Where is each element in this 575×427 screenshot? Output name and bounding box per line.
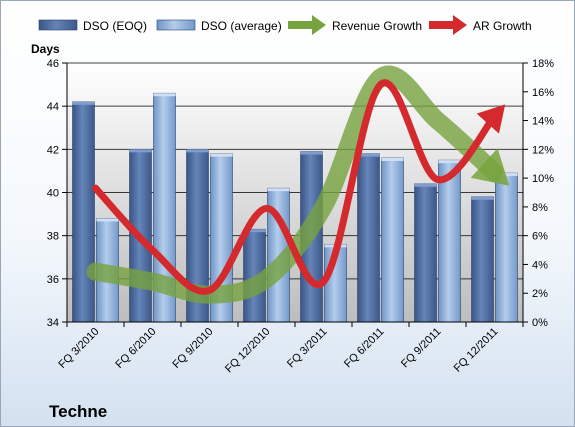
chart-title: Techne [49, 402, 107, 421]
legend-entry: DSO (average) [156, 19, 282, 33]
bar-top [96, 218, 119, 222]
bar-top [300, 151, 323, 155]
y2-tick-label: 12% [532, 144, 554, 156]
bar-top [471, 196, 494, 200]
legend-arrow [429, 15, 467, 35]
bar-top [72, 101, 95, 105]
y2-tick-label: 18% [532, 58, 554, 70]
bar-top [243, 229, 266, 233]
growth-lines [86, 65, 510, 304]
legend-entry: DSO (EOQ) [38, 19, 147, 33]
bar-top [438, 160, 461, 164]
bar-top [381, 157, 404, 161]
legend-swatch [38, 19, 78, 31]
legend-label: AR Growth [473, 19, 532, 33]
y2-tick-label: 0% [532, 317, 548, 329]
y-axis-title: Days [31, 42, 60, 56]
y2-tick-label: 10% [532, 173, 554, 185]
y-tick-label: 42 [47, 144, 59, 156]
bar [357, 153, 380, 323]
legend-label: Revenue Growth [332, 19, 422, 33]
bar [438, 159, 461, 323]
x-tick-label: FQ 9/2011 [399, 326, 444, 371]
y-tick-label: 40 [47, 188, 59, 200]
bar-top [414, 183, 437, 187]
y-tick-label: 34 [47, 317, 59, 329]
legend-entry: AR Growth [429, 15, 532, 35]
y2-tick-label: 2% [532, 288, 548, 300]
bar [495, 172, 518, 323]
bar-top [186, 149, 209, 153]
legend: DSO (EOQ) DSO (average) Revenue Growth AR G… [38, 15, 532, 35]
bar-top [153, 93, 176, 97]
legend-arrow [288, 15, 326, 35]
bar-top [357, 153, 380, 157]
x-tick-label: FQ 6/2010 [113, 326, 158, 371]
legend-label: DSO (EOQ) [83, 19, 147, 33]
bar-top [267, 188, 290, 192]
bar-top [129, 149, 152, 153]
bar [381, 157, 404, 323]
y2-tick-label: 14% [532, 116, 554, 128]
ar-growth-line [92, 79, 506, 295]
y2-tick-label: 8% [532, 202, 548, 214]
x-tick-label: FQ 3/2010 [56, 326, 101, 371]
revenue-growth-line [86, 65, 510, 304]
x-tick-label: FQ 9/2010 [170, 326, 215, 371]
x-tick-label: FQ 12/2011 [452, 326, 501, 375]
bar-top [210, 153, 233, 157]
y-tick-label: 44 [47, 101, 59, 113]
legend-label: DSO (average) [201, 19, 282, 33]
y-tick-label: 36 [47, 274, 59, 286]
legend-entry: Revenue Growth [288, 15, 422, 35]
bar [72, 101, 95, 323]
bar [471, 196, 494, 323]
legend-swatch [156, 19, 196, 31]
y-tick-label: 38 [47, 231, 59, 243]
y-tick-label: 46 [47, 58, 59, 70]
x-tick-label: FQ 3/2011 [285, 326, 330, 371]
bar [414, 183, 437, 323]
y2-tick-label: 6% [532, 231, 548, 243]
y2-tick-label: 4% [532, 259, 548, 271]
x-tick-label: FQ 6/2011 [342, 326, 387, 371]
x-tick-label: FQ 12/2010 [223, 326, 273, 376]
y2-tick-label: 16% [532, 87, 554, 99]
